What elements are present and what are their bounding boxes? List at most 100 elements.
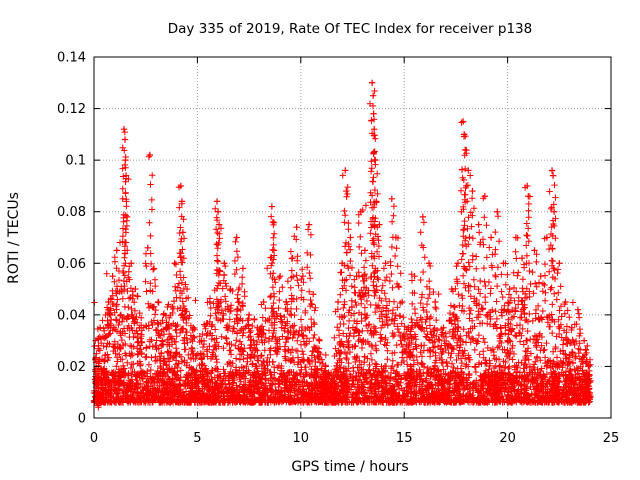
data-point — [268, 203, 276, 210]
data-point — [136, 324, 143, 331]
data-point — [233, 234, 240, 241]
data-point — [371, 126, 378, 133]
data-point — [411, 272, 418, 280]
data-point — [419, 213, 427, 221]
data-point — [260, 298, 267, 306]
data-point — [239, 265, 247, 272]
data-point — [179, 229, 187, 236]
data-point — [465, 167, 472, 174]
data-point — [550, 208, 558, 215]
data-point — [132, 285, 139, 293]
data-point — [388, 195, 395, 203]
data-point — [245, 311, 253, 319]
data-point — [342, 167, 349, 174]
data-point — [487, 234, 495, 241]
data-point — [122, 172, 130, 179]
data-point — [376, 221, 383, 228]
data-point — [101, 358, 108, 365]
y-tick-label: 0.1 — [65, 154, 86, 169]
x-tick-label: 10 — [293, 431, 310, 446]
data-point — [525, 193, 532, 200]
data-point — [343, 187, 350, 195]
data-point — [454, 260, 462, 267]
roti-markers — [90, 87, 594, 411]
data-point — [373, 198, 380, 205]
data-point — [543, 234, 551, 241]
data-point — [338, 260, 346, 267]
data-point — [269, 218, 277, 226]
x-tick-label: 0 — [90, 431, 98, 446]
plot-frame — [93, 56, 612, 419]
y-tick-label: 0.14 — [57, 51, 86, 66]
x-tick-label: 25 — [603, 431, 620, 446]
data-point — [221, 260, 228, 267]
data-point — [305, 221, 313, 228]
data-point — [357, 208, 364, 215]
data-point — [353, 272, 360, 280]
data-point — [370, 110, 377, 117]
data-points — [90, 79, 594, 411]
data-point — [334, 298, 342, 306]
data-point — [500, 260, 507, 267]
data-point — [146, 151, 154, 159]
data-point — [462, 146, 469, 154]
y-tick-label: 0.12 — [57, 102, 86, 117]
data-point — [144, 244, 151, 252]
data-point — [524, 182, 531, 190]
y-tick-label: 0.04 — [57, 308, 86, 323]
data-point — [289, 254, 296, 262]
data-point — [227, 285, 234, 293]
data-point — [369, 92, 377, 99]
data-point — [460, 131, 468, 138]
data-point — [405, 324, 412, 331]
data-point — [171, 260, 178, 267]
data-point — [548, 167, 556, 174]
data-point — [432, 298, 439, 306]
data-point — [270, 247, 278, 254]
data-point — [120, 126, 128, 133]
data-point — [322, 363, 329, 370]
data-point — [549, 172, 557, 179]
x-tick-label: 5 — [193, 431, 201, 446]
data-point — [372, 156, 379, 164]
data-point — [215, 221, 223, 228]
data-point — [392, 234, 400, 241]
data-point — [299, 272, 307, 280]
data-point — [531, 247, 538, 254]
data-point — [117, 311, 125, 319]
data-point — [562, 298, 569, 306]
data-point — [448, 285, 455, 293]
data-point — [574, 306, 582, 313]
data-point — [113, 247, 120, 254]
data-point — [316, 337, 323, 344]
data-point — [459, 118, 467, 125]
data-point — [198, 337, 205, 344]
data-point — [469, 187, 476, 195]
data-point — [361, 247, 369, 254]
data-point — [154, 298, 162, 306]
x-tick-label: 20 — [499, 431, 516, 446]
data-point — [206, 298, 214, 306]
data-point — [518, 254, 526, 262]
data-point — [585, 363, 592, 370]
data-point — [440, 324, 447, 331]
y-axis-label: ROTI / TECUs — [6, 192, 22, 284]
data-point — [97, 324, 104, 331]
chart-title: Day 335 of 2019, Rate Of TEC Index for r… — [168, 21, 532, 37]
data-point — [568, 324, 575, 331]
y-tick-label: 0.08 — [57, 205, 86, 220]
data-point — [159, 337, 166, 344]
data-point — [512, 234, 520, 241]
data-point — [213, 198, 221, 205]
axis-ticks: 0 0.02 0.04 0.06 0.08 0.1 0.12 0.14 0 5 10 15 20 25 — [57, 51, 619, 447]
data-point — [109, 272, 116, 280]
data-point — [494, 208, 501, 215]
data-point — [128, 260, 135, 267]
data-point — [382, 260, 389, 267]
data-point — [123, 213, 131, 221]
data-point — [177, 182, 185, 190]
data-point — [293, 223, 300, 231]
data-point — [580, 337, 588, 344]
